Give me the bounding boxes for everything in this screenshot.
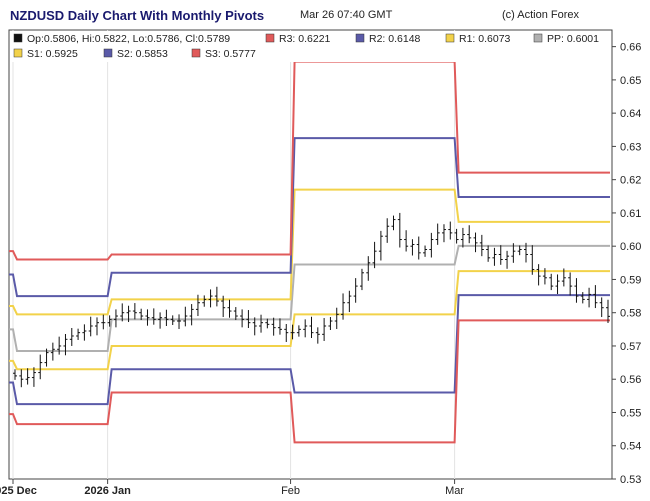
y-tick-label: 0.55 <box>620 407 641 419</box>
y-tick-label: 0.58 <box>620 308 641 320</box>
pivot-line-s3 <box>9 319 610 444</box>
y-tick-label: 0.59 <box>620 274 641 286</box>
legend-swatch <box>13 48 23 58</box>
legend-swatch <box>191 48 201 58</box>
legend-swatch <box>13 33 23 43</box>
y-tick-label: 0.54 <box>620 441 641 453</box>
y-tick-label: 0.53 <box>620 474 641 486</box>
pivot-line-r2 <box>9 137 610 298</box>
legend-swatch <box>533 33 543 43</box>
legend-label: R2: 0.6148 <box>369 33 421 45</box>
pivot-line-r1 <box>9 188 610 316</box>
x-tick-label: 2025 Dec <box>0 485 37 497</box>
pivot-line-s2 <box>9 294 610 406</box>
legend-label: S2: 0.5853 <box>117 48 168 60</box>
plot-area <box>8 29 613 480</box>
y-tick-label: 0.63 <box>620 141 641 153</box>
x-tick-label: 2026 Jan <box>84 485 131 497</box>
y-tick-label: 0.65 <box>620 75 641 87</box>
timestamp-label: Mar 26 07:40 GMT <box>300 9 393 21</box>
pivot-line-s1 <box>9 270 610 371</box>
legend-label: R3: 0.6221 <box>279 33 331 45</box>
legend-swatch <box>355 33 365 43</box>
pivot-line-r3 <box>9 60 610 261</box>
legend-label: Op:0.5806, Hi:0.5822, Lo:0.5786, Cl:0.57… <box>27 33 230 45</box>
legend-label: PP: 0.6001 <box>547 33 599 45</box>
chart-header: NZDUSD Daily Chart With Monthly Pivots M… <box>0 0 650 30</box>
x-tick-label: Feb <box>281 485 300 497</box>
legend-label: S1: 0.5925 <box>27 48 78 60</box>
chart-title: NZDUSD Daily Chart With Monthly Pivots <box>10 8 265 23</box>
legend-swatch <box>445 33 455 43</box>
credit-label: (c) Action Forex <box>502 9 580 21</box>
pivot-line-pp <box>9 244 610 352</box>
y-tick-label: 0.60 <box>620 241 641 253</box>
x-tick-label: Mar <box>445 485 464 497</box>
y-tick-label: 0.66 <box>620 42 641 54</box>
legend-swatch <box>103 48 113 58</box>
y-tick-label: 0.62 <box>620 175 641 187</box>
y-tick-label: 0.56 <box>620 374 641 386</box>
legend-label: S3: 0.5777 <box>205 48 256 60</box>
legend-swatch <box>265 33 275 43</box>
y-tick-label: 0.57 <box>620 341 641 353</box>
y-tick-label: 0.61 <box>620 208 641 220</box>
legend-label: R1: 0.6073 <box>459 33 511 45</box>
y-tick-label: 0.64 <box>620 108 641 120</box>
